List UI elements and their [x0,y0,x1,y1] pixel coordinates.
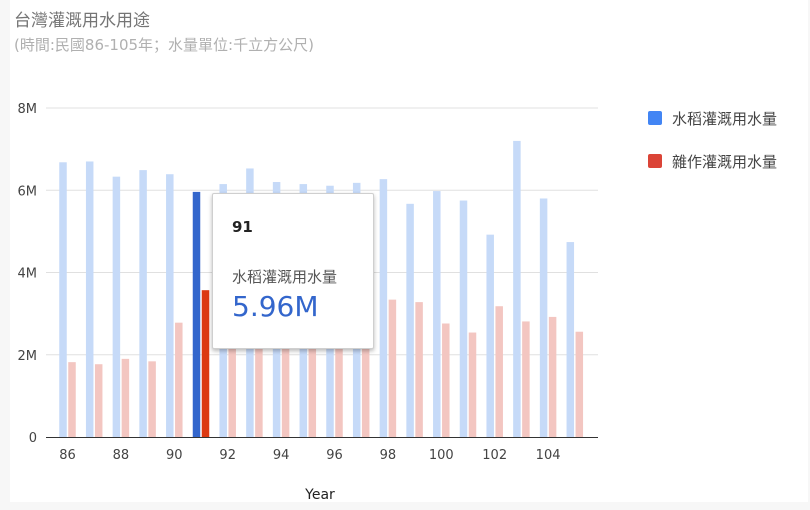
y-tick-label: 8M [18,102,38,117]
x-tick-label: 86 [59,448,76,463]
bar-crops-95[interactable] [308,330,317,437]
bar-crops-87[interactable] [94,364,103,437]
bar-crops-102[interactable] [495,306,503,437]
tooltip-value: 5.96M [232,290,319,323]
bar-rice-105[interactable] [566,242,575,437]
x-axis-ticks: 86 88 90 92 94 96 98 100 102 104 [59,448,560,463]
chart-title: 台灣灌溉用水用途 [14,11,150,31]
bar-rice-104[interactable] [539,198,548,437]
bar-crops-91[interactable] [201,290,210,437]
y-tick-label: 6M [18,184,38,199]
legend-swatch-crops [648,154,662,168]
bar-crops-96[interactable] [335,321,343,437]
x-tick-label: 90 [166,448,183,463]
bar-rice-86[interactable] [59,162,67,437]
bar-rice-103[interactable] [513,140,521,437]
bar-crops-89[interactable] [148,361,156,437]
bar-rice-99[interactable] [406,203,414,437]
tooltip-year: 91 [232,218,253,236]
bar-crops-93[interactable] [255,321,263,437]
bar-crops-97[interactable] [361,317,370,437]
bar-rice-98[interactable] [379,179,388,438]
bar-rice-102[interactable] [486,234,494,437]
bar-rice-90[interactable] [166,174,174,437]
tooltip: 91 水稻灌溉用水量 5.96M [212,193,374,349]
x-tick-label: 104 [536,448,561,463]
legend-label-crops: 雜作灌溉用水量 [672,152,778,171]
y-axis-ticks: 0 2M 4M 6M 8M [18,102,38,446]
bar-rice-88[interactable] [112,176,121,437]
bar-crops-104[interactable] [548,316,557,437]
bar-rice-87[interactable] [85,161,94,437]
bar-rice-100[interactable] [433,191,441,437]
bar-crops-98[interactable] [388,299,397,437]
bar-crops-100[interactable] [442,323,450,437]
legend-swatch-rice [648,111,662,125]
bar-crops-101[interactable] [468,332,477,437]
legend-label-rice: 水稻灌溉用水量 [672,109,778,128]
y-tick-label: 4M [18,267,38,282]
x-tick-label: 96 [326,448,343,463]
bar-crops-88[interactable] [121,358,130,437]
legend-item-rice[interactable]: 水稻灌溉用水量 [648,108,777,128]
bar-crops-94[interactable] [281,334,290,437]
bar-crops-92[interactable] [228,328,236,437]
bar-crops-99[interactable] [415,302,423,437]
x-tick-label: 102 [482,448,507,463]
y-tick-label: 2M [18,349,38,364]
legend-item-crops[interactable]: 雜作灌溉用水量 [648,151,777,171]
x-axis-label: Year [304,487,335,503]
bar-rice-101[interactable] [459,200,468,437]
x-tick-label: 88 [113,448,130,463]
bar-crops-86[interactable] [68,362,76,437]
bar-crops-105[interactable] [575,331,584,437]
bar-crops-103[interactable] [522,321,530,437]
tooltip-series-name: 水稻灌溉用水量 [232,268,338,286]
chart-subtitle: (時間:民國86-105年；水量單位:千立方公尺) [14,36,314,54]
bar-crops-90[interactable] [175,322,183,437]
x-tick-label: 94 [273,448,290,463]
y-tick-label: 0 [29,431,37,446]
bar-rice-89[interactable] [139,170,147,437]
x-tick-label: 100 [429,448,454,463]
x-tick-label: 98 [380,448,397,463]
bar-rice-91[interactable] [192,191,201,437]
x-tick-label: 92 [219,448,236,463]
